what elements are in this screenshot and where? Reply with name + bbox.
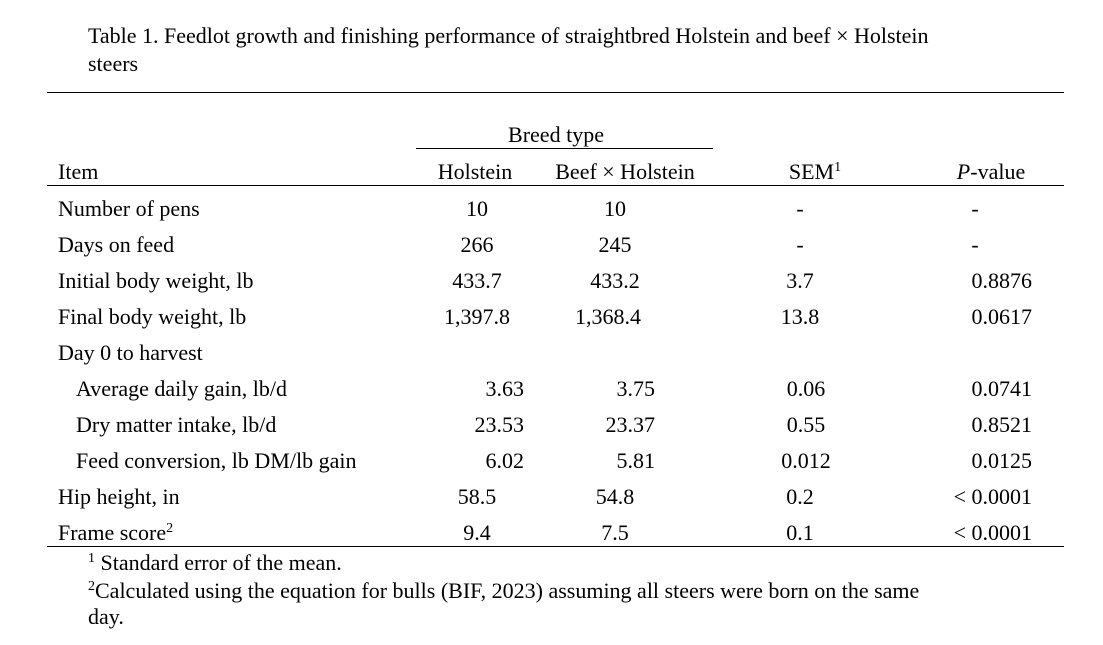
top-rule (47, 92, 1064, 93)
cell-sem: 0.1 (786, 520, 814, 545)
row-label-text: Feed conversion, lb DM/lb gain (76, 448, 357, 473)
row-label: Average daily gain, lb/d (76, 376, 287, 402)
row-label-sup: 2 (166, 521, 174, 536)
row-label-text: Initial body weight, lb (58, 268, 254, 293)
cell-holstein: 266 (460, 232, 494, 257)
cell-p-value: 0.8876 (971, 268, 1033, 293)
header-p-rest: -value (970, 159, 1026, 184)
cell-beef-holstein: 5.81 (616, 448, 656, 473)
footnote-1-text: Standard error of the mean. (95, 550, 342, 575)
row-label-text: Hip height, in (58, 484, 180, 509)
cell-holstein: 3.63 (485, 376, 525, 401)
row-label-text: Days on feed (58, 232, 175, 257)
cell-p-value: 0.0741 (971, 376, 1033, 401)
cell-p-value: 0.0125 (971, 448, 1033, 473)
cell-p-value: < 0.0001 (953, 520, 1032, 545)
row-label-text: Number of pens (58, 196, 200, 221)
cell-p-value: 0.8521 (971, 412, 1033, 437)
footnote-2-mark: 2 (88, 579, 95, 594)
row-label: Day 0 to harvest (58, 340, 203, 366)
cell-sem: 3.7 (786, 268, 814, 293)
row-label: Hip height, in (58, 484, 180, 510)
row-label: Days on feed (58, 232, 174, 258)
cell-sem: 0.06 (786, 376, 826, 401)
row-label-text: Frame score (58, 520, 167, 545)
footnote-1: 1 Standard error of the mean. (88, 550, 342, 576)
table-caption: Table 1. Feedlot growth and finishing pe… (88, 22, 1028, 78)
cell-holstein: 58.5 (457, 484, 497, 509)
cell-holstein: 23.53 (474, 412, 525, 437)
footnote-2: 2Calculated using the equation for bulls… (88, 578, 1048, 630)
header-sem: SEM1 (789, 159, 841, 185)
row-label: Feed conversion, lb DM/lb gain (76, 448, 356, 474)
header-p-value: P-value (957, 159, 1025, 185)
cell-sem: 0.012 (781, 448, 831, 473)
header-sem-text: SEM (788, 159, 835, 184)
cell-beef-holstein: 7.5 (601, 520, 629, 545)
row-label: Number of pens (58, 196, 200, 222)
cell-beef-holstein: 3.75 (616, 376, 656, 401)
cell-holstein: 6.02 (485, 448, 525, 473)
footnote-2-line-1: Calculated using the equation for bulls … (95, 578, 920, 603)
row-label: Dry matter intake, lb/d (76, 412, 276, 438)
cell-sem: 13.8 (780, 304, 820, 329)
cell-holstein: 9.4 (463, 520, 491, 545)
cell-holstein: 433.7 (452, 268, 502, 293)
row-label-text: Final body weight, lb (58, 304, 247, 329)
cell-sem: 0.2 (786, 484, 814, 509)
cell-beef-holstein: 23.37 (605, 412, 656, 437)
bottom-rule (47, 546, 1064, 547)
cell-sem: - (796, 196, 804, 221)
row-label-text: Average daily gain, lb/d (76, 376, 287, 401)
spanner-rule (416, 148, 713, 149)
footnote-2-line-2: day. (88, 604, 124, 629)
caption-line-1: Table 1. Feedlot growth and finishing pe… (88, 23, 929, 48)
header-item: Item (58, 159, 99, 184)
cell-beef-holstein: 433.2 (590, 268, 640, 293)
cell-holstein: 10 (466, 196, 488, 221)
cell-beef-holstein: 245 (598, 232, 632, 257)
row-label-text: Dry matter intake, lb/d (76, 412, 277, 437)
cell-beef-holstein: 54.8 (595, 484, 635, 509)
cell-p-value: 0.0617 (971, 304, 1033, 329)
cell-holstein: 1,397.8 (444, 304, 510, 329)
header-beef-holstein: Beef × Holstein (555, 159, 695, 184)
header-sem-sup: 1 (834, 160, 842, 175)
cell-p-value: - (971, 196, 979, 221)
cell-beef-holstein: 10 (604, 196, 626, 221)
header-rule (47, 185, 1064, 186)
spanner-breed-type: Breed type (508, 122, 604, 147)
cell-beef-holstein: 1,368.4 (575, 304, 641, 329)
row-label: Initial body weight, lb (58, 268, 254, 294)
row-label-text: Day 0 to harvest (58, 340, 203, 365)
cell-sem: 0.55 (786, 412, 826, 437)
cell-sem: - (796, 232, 804, 257)
header-holstein: Holstein (437, 159, 513, 184)
footnote-1-mark: 1 (88, 551, 95, 566)
caption-line-2: steers (88, 51, 139, 76)
row-label: Frame score2 (58, 520, 173, 546)
header-p-italic: P (956, 159, 971, 184)
cell-p-value: - (971, 232, 979, 257)
row-label: Final body weight, lb (58, 304, 246, 330)
cell-p-value: < 0.0001 (953, 484, 1032, 509)
